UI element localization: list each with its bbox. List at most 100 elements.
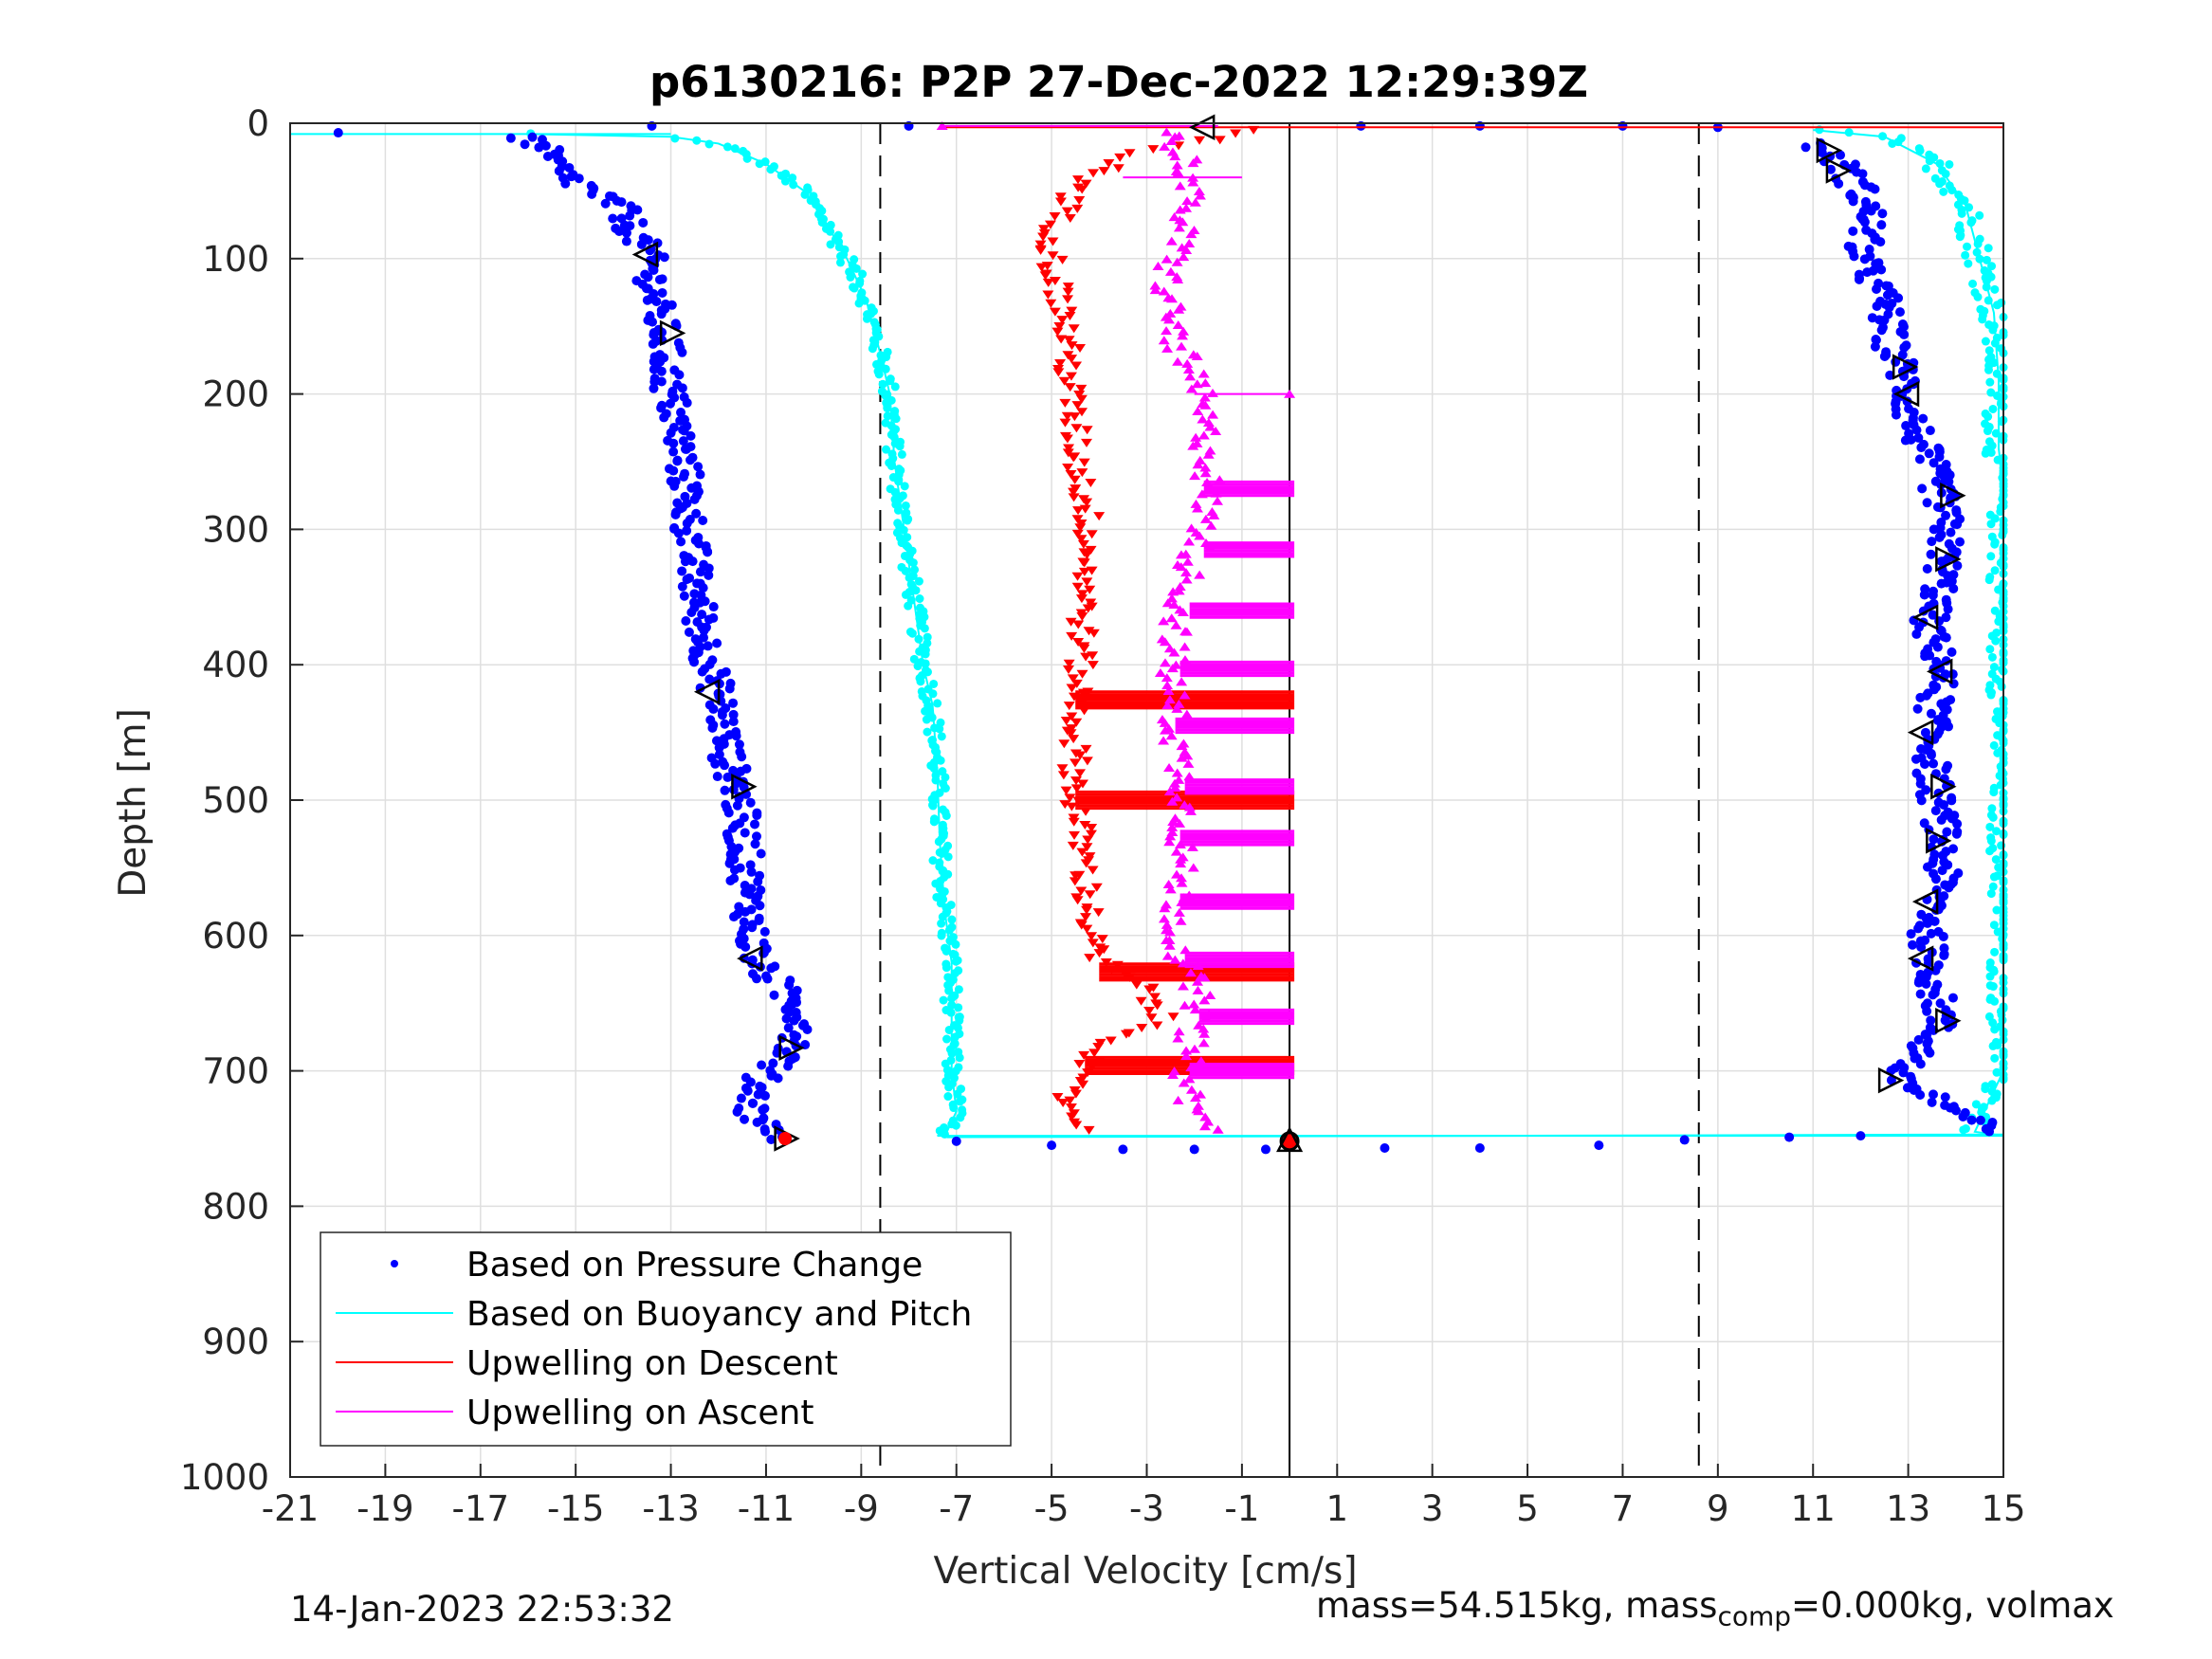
pressure-dot: [651, 297, 662, 307]
y-tick-label: 700: [202, 1051, 269, 1092]
descent-marker: [1066, 1112, 1078, 1121]
pressure-dot: [1915, 989, 1926, 999]
ascent-marker: [1171, 768, 1183, 777]
buoyancy-dot: [1991, 855, 2001, 865]
x-tick-label: -7: [939, 1488, 974, 1529]
pressure-dot: [1801, 142, 1811, 153]
ascent-marker: [1198, 392, 1211, 402]
descent-marker: [1070, 718, 1083, 727]
descent-marker: [1065, 1103, 1077, 1112]
buoyancy-dot: [937, 919, 946, 928]
ascent-marker: [1169, 955, 1181, 964]
buoyancy-dot: [1997, 417, 2006, 427]
descent-marker: [1054, 192, 1067, 202]
buoyancy-dot: [878, 379, 887, 389]
buoyancy-dot: [932, 892, 941, 902]
pressure-dot: [554, 166, 564, 176]
buoyancy-dot: [817, 218, 827, 228]
pressure-dot: [1911, 629, 1922, 639]
descent-marker: [1086, 823, 1098, 832]
pressure-dot: [1910, 754, 1921, 764]
ascent-marker: [1170, 620, 1182, 629]
buoyancy-dot: [1972, 247, 1982, 257]
buoyancy-dot: [1984, 346, 1994, 356]
descent-marker: [1071, 401, 1084, 410]
descent-marker: [1037, 232, 1050, 242]
ascent-marker: [1185, 523, 1197, 533]
pressure-dot: [1925, 426, 1935, 436]
descent-marker: [1078, 567, 1090, 576]
ascent-marker: [1158, 616, 1170, 626]
ascent-marker: [1187, 158, 1199, 168]
descent-marker: [1066, 306, 1078, 316]
ascent-marker: [1189, 471, 1201, 481]
buoyancy-dot: [923, 727, 932, 737]
descent-marker: [1078, 1050, 1090, 1060]
pressure-dot: [1871, 335, 1881, 345]
descent-marker: [1136, 1023, 1148, 1032]
pressure-dot: [680, 556, 690, 567]
pressure-dot: [657, 287, 667, 298]
pressure-dot: [740, 941, 751, 952]
descent-marker: [1148, 993, 1161, 1002]
legend-box: [320, 1231, 1012, 1447]
pressure-dot: [1938, 931, 1948, 941]
buoyancy-dot: [1973, 292, 1983, 301]
pressure-dot: [728, 765, 739, 775]
descent-marker: [1044, 220, 1056, 229]
pressure-dot: [1936, 556, 1947, 567]
descent-marker: [1066, 355, 1078, 364]
ascent-marker: [1184, 806, 1197, 815]
ascent-marker: [1172, 275, 1184, 284]
pressure-dot: [1919, 590, 1929, 600]
descent-marker: [1081, 924, 1093, 934]
pressure-dot: [679, 471, 689, 482]
pressure-dot: [1936, 814, 1947, 825]
pressure-dot: [740, 1114, 750, 1124]
buoyancy-dot: [826, 227, 835, 236]
descent-marker: [1086, 530, 1098, 539]
buoyancy-dot: [928, 689, 938, 699]
ascent-marker: [1181, 358, 1194, 368]
descent-marker: [1057, 771, 1069, 780]
buoyancy-dot: [947, 994, 957, 1003]
buoyancy-dot: [909, 654, 919, 664]
ascent-marker: [1178, 326, 1190, 336]
pressure-dot: [1380, 1142, 1390, 1153]
x-tick-label: 9: [1707, 1488, 1729, 1529]
pressure-dot: [527, 132, 538, 142]
ascent-marker: [1180, 245, 1193, 254]
pressure-dot: [659, 412, 669, 423]
descent-marker: [1068, 735, 1080, 744]
pressure-dot: [756, 848, 766, 859]
legend-label: Based on Pressure Change: [466, 1246, 923, 1285]
buoyancy-dot: [1959, 1125, 1968, 1135]
buoyancy-dot: [1992, 827, 2002, 836]
descent-marker: [1076, 408, 1088, 417]
footer-mass-sub: comp: [1717, 1600, 1792, 1632]
ascent-marker: [1192, 976, 1204, 986]
pressure-dot: [1922, 918, 1932, 928]
pressure-dot: [1947, 647, 1957, 657]
direction-marker: [1188, 114, 1216, 141]
ascent-marker: [1166, 822, 1179, 831]
pressure-dot: [720, 760, 730, 771]
ascent-marker: [1175, 859, 1187, 868]
ascent-marker: [1182, 364, 1195, 374]
buoyancy-dot: [939, 995, 948, 1005]
buoyancy-dot: [1985, 847, 1995, 856]
y-tick-label: 900: [202, 1322, 269, 1362]
pressure-dot: [1947, 795, 1957, 806]
pressure-dot: [1939, 950, 1949, 960]
descent-marker: [1079, 820, 1091, 830]
buoyancy-dot: [923, 632, 932, 642]
buoyancy-dot: [955, 1053, 964, 1063]
ascent-marker: [1199, 514, 1212, 523]
pressure-dot: [666, 428, 676, 438]
pressure-dot: [616, 197, 627, 208]
buoyancy-dot: [929, 817, 939, 827]
pressure-dot: [1260, 1144, 1271, 1155]
descent-marker: [1062, 283, 1074, 292]
ascent-marker: [1191, 351, 1203, 360]
buoyancy-dot: [1989, 663, 1999, 672]
